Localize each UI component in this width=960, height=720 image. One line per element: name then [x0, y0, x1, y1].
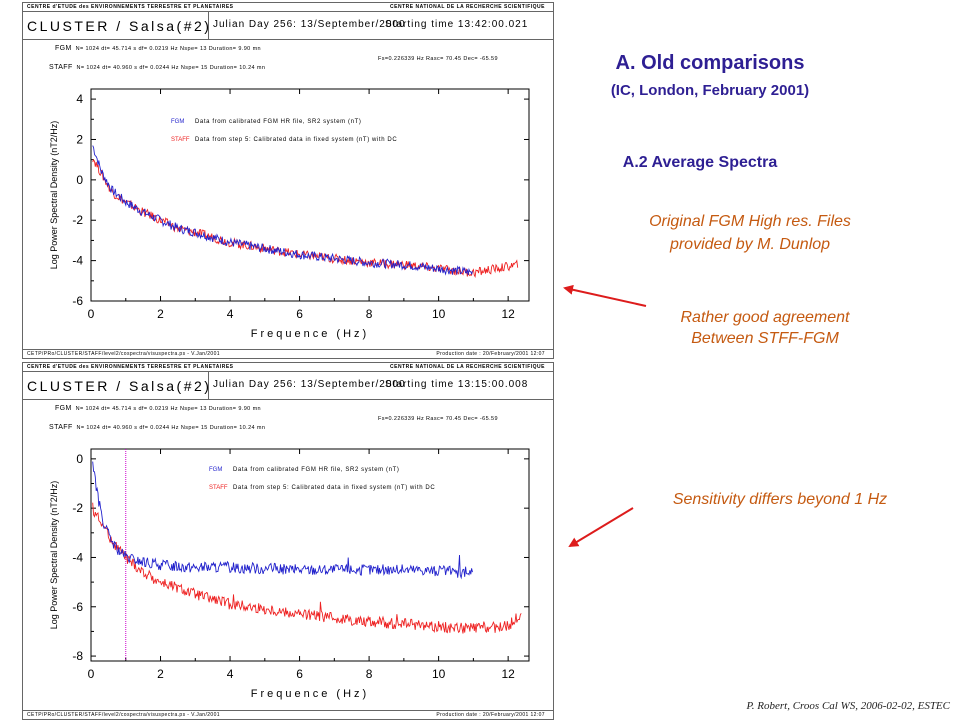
org-name: CENTRE NATIONAL DE LA RECHERCHE SCIENTIF…: [390, 4, 545, 10]
fgm-params: N= 1024 dt= 45.714 s df= 0.0219 Hz Nspe=…: [75, 406, 262, 412]
instrument-title: CLUSTER / Salsa(#2): [27, 378, 212, 394]
y-axis-label: Log Power Spectral Density (nT2/Hz): [49, 121, 59, 270]
note-line: Original FGM High res. Files: [649, 213, 851, 230]
y-tick-label: 0: [76, 173, 83, 187]
panel-title-row: CLUSTER / Salsa(#2) Julian Day 256: 13/S…: [23, 372, 553, 400]
panel-header-bar: CENTRE d'ETUDE des ENVIRONNEMENTS TERRES…: [23, 3, 553, 12]
x-tick-label: 6: [296, 667, 303, 681]
x-tick-label: 8: [366, 667, 373, 681]
x-tick-label: 4: [227, 307, 234, 321]
lab-name: CENTRE d'ETUDE des ENVIRONNEMENTS TERRES…: [27, 4, 234, 10]
plot-frame: [90, 448, 530, 662]
y-tick-label: 2: [76, 132, 83, 146]
x-tick-label: 8: [366, 307, 373, 321]
x-tick-label: 10: [432, 307, 446, 321]
note-line: provided by M. Dunlop: [669, 236, 831, 253]
y-tick-label: -6: [72, 294, 83, 308]
staff-params-row: STAFF N= 1024 dt= 40.960 s df= 0.0244 Hz…: [49, 64, 265, 71]
slide-title: A. Old comparisons: [615, 52, 805, 74]
x-tick-label: 12: [501, 667, 515, 681]
staff-params-label: STAFF: [49, 64, 73, 71]
fgm-params-row: FGM N= 1024 dt= 45.714 s df= 0.0219 Hz N…: [55, 45, 261, 52]
file-path: CETP/PRo/CLUSTER/STAFF/level2/cospectra/…: [27, 712, 220, 718]
legend-fgm-text: Data from calibrated FGM HR file, SR2 sy…: [233, 467, 399, 473]
header-divider: [208, 372, 209, 399]
staff-params: N= 1024 dt= 40.960 s df= 0.0244 Hz Nspe=…: [76, 425, 266, 431]
fs-info: Fs=0.226339 Hz Rasc= 70.45 Dec= -65.59: [378, 56, 498, 62]
legend-fgm-name: FGM: [171, 119, 184, 125]
header-divider: [208, 12, 209, 39]
y-axis-label: Log Power Spectral Density (nT2/Hz): [49, 481, 59, 630]
y-tick-label: -2: [72, 213, 83, 227]
julian-day: Julian Day 256: 13/September/2000: [213, 19, 406, 30]
y-tick-label: -2: [72, 501, 83, 515]
arrow-to-lower-chart: [568, 507, 634, 548]
production-date: Production date : 20/February/2001 12:07: [436, 712, 545, 718]
x-tick-label: 10: [432, 667, 446, 681]
series-fgm: [92, 461, 473, 580]
legend-staff-text: Data from step 5: Calibrated data in fix…: [195, 137, 397, 143]
chart-a: 0 2 4 6 8 10 12 4 2 0 -2 -4 -6 Frequence (Hz) Log Powe…: [49, 88, 530, 340]
note-agreement: Rather good agreement Between STFF-FGM: [620, 307, 910, 349]
series-fgm: [92, 145, 473, 276]
y-tick-label: 0: [76, 452, 83, 466]
y-tick-label: -8: [72, 649, 83, 663]
starting-time: Starting time 13:42:00.021: [385, 19, 529, 30]
y-tick-label: 4: [76, 92, 83, 106]
x-tick-label: 4: [227, 667, 234, 681]
x-tick-label: 2: [157, 307, 164, 321]
series-staff: [92, 502, 522, 634]
note-sensitivity: Sensitivity differs beyond 1 Hz: [672, 491, 888, 508]
x-tick-label: 12: [501, 307, 515, 321]
legend-fgm-name: FGM: [209, 467, 222, 473]
panel-footer: CETP/PRo/CLUSTER/STAFF/level2/cospectra/…: [23, 710, 553, 719]
note-line: Rather good agreement: [680, 309, 850, 326]
series-staff: [92, 158, 519, 278]
fgm-params-label: FGM: [55, 405, 72, 412]
legend-fgm-text: Data from calibrated FGM HR file, SR2 sy…: [195, 119, 361, 125]
y-tick-label: -4: [72, 254, 83, 268]
staff-params: N= 1024 dt= 40.960 s df= 0.0244 Hz Nspe=…: [76, 65, 266, 71]
instrument-title: CLUSTER / Salsa(#2): [27, 18, 212, 34]
starting-time: Starting time 13:15:00.008: [385, 379, 529, 390]
staff-params-row: STAFF N= 1024 dt= 40.960 s df= 0.0244 Hz…: [49, 424, 265, 431]
note-fgm-files: Original FGM High res. Files provided by…: [600, 210, 900, 256]
section-title: A.2 Average Spectra: [622, 154, 778, 171]
spectra-panel-b: CENTRE d'ETUDE des ENVIRONNEMENTS TERRES…: [22, 362, 554, 720]
fs-info: Fs=0.226339 Hz Rasc= 70.45 Dec= -65.59: [378, 416, 498, 422]
lab-name: CENTRE d'ETUDE des ENVIRONNEMENTS TERRES…: [27, 364, 234, 370]
x-axis-label: Frequence (Hz): [251, 328, 369, 340]
staff-params-label: STAFF: [49, 424, 73, 431]
x-tick-label: 0: [88, 307, 95, 321]
y-tick-label: -6: [72, 600, 83, 614]
x-tick-label: 6: [296, 307, 303, 321]
fgm-params-label: FGM: [55, 45, 72, 52]
julian-day: Julian Day 256: 13/September/2000: [213, 379, 406, 390]
legend-staff-name: STAFF: [209, 485, 228, 491]
slide-subtitle: (IC, London, February 2001): [610, 82, 810, 99]
plot-frame: [90, 88, 530, 302]
fgm-params: N= 1024 dt= 45.714 s df= 0.0219 Hz Nspe=…: [75, 46, 262, 52]
panel-title-row: CLUSTER / Salsa(#2) Julian Day 256: 13/S…: [23, 12, 553, 40]
org-name: CENTRE NATIONAL DE LA RECHERCHE SCIENTIF…: [390, 364, 545, 370]
panel-header-bar: CENTRE d'ETUDE des ENVIRONNEMENTS TERRES…: [23, 363, 553, 372]
x-tick-label: 0: [88, 667, 95, 681]
x-tick-label: 2: [157, 667, 164, 681]
x-axis-label: Frequence (Hz): [251, 688, 369, 700]
y-tick-label: -4: [72, 550, 83, 564]
legend-staff-text: Data from step 5: Calibrated data in fix…: [233, 485, 435, 491]
arrow-to-upper-chart: [563, 284, 647, 307]
panel-footer: CETP/PRo/CLUSTER/STAFF/level2/cospectra/…: [23, 349, 553, 358]
file-path: CETP/PRo/CLUSTER/STAFF/level2/cospectra/…: [27, 351, 220, 357]
production-date: Production date : 20/February/2001 12:07: [436, 351, 545, 357]
legend-staff-name: STAFF: [171, 137, 190, 143]
spectra-panel-a: CENTRE d'ETUDE des ENVIRONNEMENTS TERRES…: [22, 2, 554, 359]
fgm-params-row: FGM N= 1024 dt= 45.714 s df= 0.0219 Hz N…: [55, 405, 261, 412]
chart-b: 0 2 4 6 8 10 12 0 -2 -4 -6 -8 Frequence (Hz) Log Powe…: [49, 448, 530, 700]
note-line: Between STFF-FGM: [691, 330, 839, 347]
slide-footer: P. Robert, Croos Cal WS, 2006-02-02, EST…: [746, 700, 950, 712]
